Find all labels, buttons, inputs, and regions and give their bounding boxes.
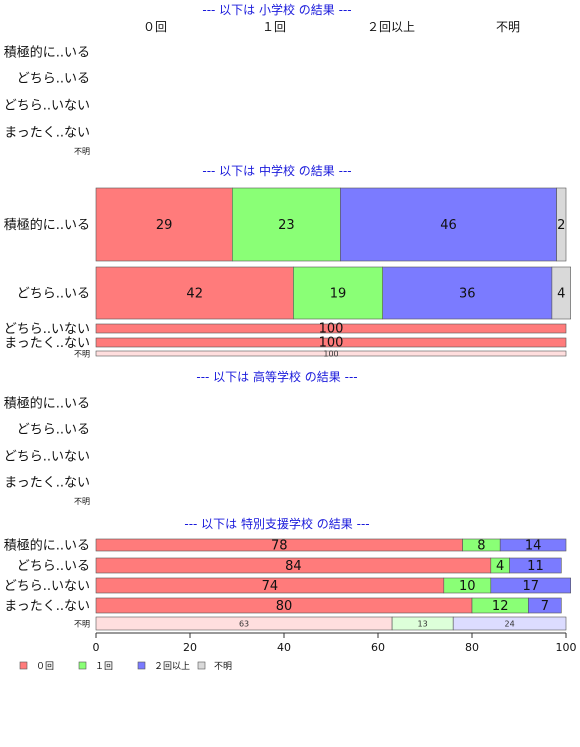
row-label: 不明 <box>74 620 90 629</box>
bar-value-label: 100 <box>319 336 344 351</box>
bar-value-label: 84 <box>285 559 302 574</box>
legend-label: １回 <box>95 661 113 672</box>
row-label: どちら..いない <box>4 579 90 594</box>
row-label: 不明 <box>74 147 90 156</box>
x-tick-label: 60 <box>371 641 385 654</box>
bar-segment <box>382 266 553 320</box>
row-label: どちら..いる <box>17 72 90 87</box>
bar-value-label: 80 <box>276 599 293 614</box>
bar-segment <box>95 337 567 348</box>
row-label: 積極的に..いる <box>4 217 90 233</box>
bar-value-label: 78 <box>271 539 288 554</box>
row-label: どちら..いる <box>17 287 90 302</box>
bar-segment <box>556 187 567 262</box>
bar-value-label: 19 <box>330 287 347 302</box>
bar-segment <box>95 266 294 320</box>
bar-value-label: 100 <box>323 350 338 359</box>
bar-value-label: 24 <box>505 620 515 629</box>
bar-value-label: 23 <box>278 218 295 233</box>
bar-value-label: 17 <box>522 579 539 594</box>
bar-segment <box>490 577 571 594</box>
column-header-label: １回 <box>262 20 286 34</box>
bar-segment <box>509 557 562 574</box>
bar-value-label: 8 <box>477 539 485 554</box>
legend-swatch <box>19 661 28 670</box>
section-title: --- 以下は 小学校 の結果 --- <box>202 2 351 17</box>
legend-label: 不明 <box>214 661 232 672</box>
bar-value-label: 7 <box>541 599 549 614</box>
legend-swatch <box>137 661 146 670</box>
bar-value-label: 4 <box>557 287 565 302</box>
bar-segment <box>95 187 233 262</box>
bar-segment <box>340 187 557 262</box>
row-label: まったく..ない <box>4 599 90 614</box>
column-header-label: 不明 <box>496 20 520 34</box>
x-tick-label: 40 <box>277 641 291 654</box>
bar-segment <box>293 266 383 320</box>
row-label: どちら..いない <box>4 99 90 114</box>
row-label: 積極的に..いる <box>4 45 90 61</box>
bar-segment <box>95 323 567 334</box>
row-label: まったく..ない <box>4 126 90 141</box>
row-label: 積極的に..いる <box>4 396 90 412</box>
section-title: --- 以下は 中学校 の結果 --- <box>202 163 351 178</box>
legend-swatch <box>78 661 87 670</box>
row-label: どちら..いる <box>17 423 90 438</box>
row-label: どちら..いない <box>4 322 90 337</box>
bar-value-label: 10 <box>459 579 476 594</box>
section-title: --- 以下は 高等学校 の結果 --- <box>196 369 357 384</box>
bar-value-label: 2 <box>557 218 565 233</box>
bar-value-label: 46 <box>440 218 457 233</box>
bar-value-label: 63 <box>239 620 249 629</box>
row-label: 積極的に..いる <box>4 538 90 554</box>
bar-segment <box>95 350 567 357</box>
x-tick-label: 20 <box>183 641 197 654</box>
row-label: どちら..いる <box>17 559 90 574</box>
bar-segment <box>452 616 567 631</box>
bar-value-label: 100 <box>319 322 344 337</box>
bar-segment <box>232 187 341 262</box>
section-title: --- 以下は 特別支援学校 の結果 --- <box>184 516 369 531</box>
bar-value-label: 4 <box>496 559 504 574</box>
bar-value-label: 42 <box>186 287 203 302</box>
row-label: 不明 <box>74 350 90 359</box>
legend-label: ０回 <box>36 661 54 672</box>
row-label: どちら..いない <box>4 450 90 465</box>
bar-segment <box>528 597 562 614</box>
bar-segment <box>551 266 572 320</box>
row-label: まったく..ない <box>4 476 90 491</box>
legend-swatch <box>197 661 206 670</box>
row-label: まったく..ない <box>4 336 90 351</box>
bar-segment <box>499 538 567 552</box>
legend-label: ２回以上 <box>154 661 190 672</box>
bar-value-label: 36 <box>459 287 476 302</box>
bar-value-label: 13 <box>418 620 428 629</box>
column-header-label: ２回以上 <box>367 20 415 34</box>
row-label: 不明 <box>74 497 90 506</box>
x-tick-label: 100 <box>556 641 577 654</box>
bar-value-label: 29 <box>156 218 173 233</box>
x-tick-label: 0 <box>93 641 100 654</box>
x-tick-label: 80 <box>465 641 479 654</box>
column-header-label: ０回 <box>143 20 167 34</box>
bar-value-label: 74 <box>262 579 279 594</box>
bar-value-label: 11 <box>527 559 544 574</box>
bar-value-label: 12 <box>492 599 509 614</box>
bar-value-label: 14 <box>525 539 542 554</box>
